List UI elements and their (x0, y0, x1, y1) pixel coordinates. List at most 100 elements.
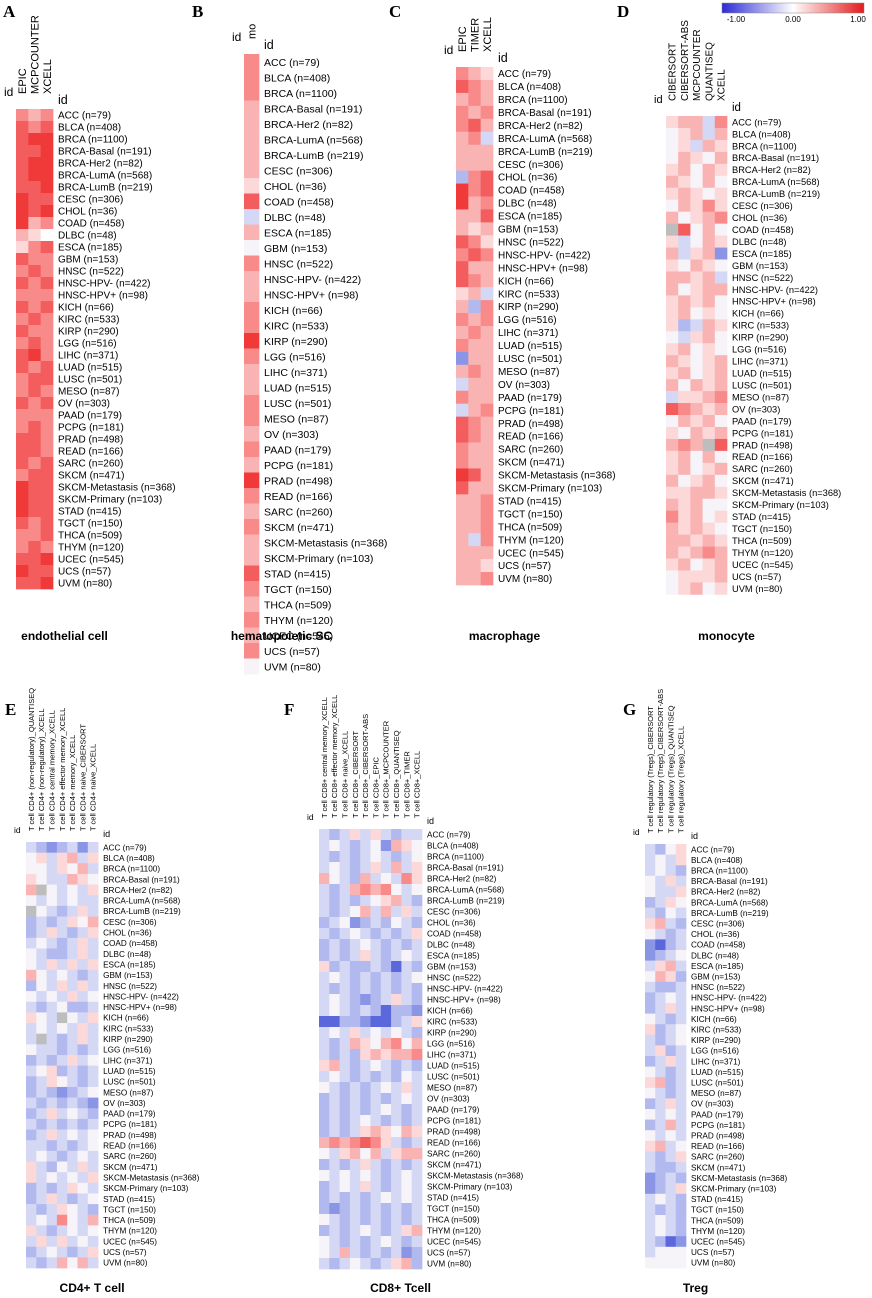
heatmap-cell (401, 1203, 413, 1215)
heatmap-cell (360, 1104, 371, 1116)
row-label-brca-luma-n-568: BRCA-LumA (n=568) (691, 898, 768, 907)
row-label-lgg-n-516: LGG (n=516) (691, 1047, 739, 1056)
heatmap-cell (339, 862, 351, 874)
heatmap-cell (468, 429, 482, 443)
heatmap-cell (678, 319, 691, 332)
heatmap-cell (67, 1257, 78, 1269)
heatmap-cell (339, 1170, 351, 1182)
row-label-brca-luma-n-568: BRCA-LumA (n=568) (498, 134, 592, 145)
heatmap-cell (67, 1023, 78, 1035)
heatmap-cell (666, 271, 679, 284)
heatmap-cell (401, 1016, 413, 1028)
heatmap-cell (480, 209, 494, 223)
heatmap-cell (36, 1065, 47, 1077)
row-label-luad-n-515: LUAD (n=515) (691, 1068, 744, 1077)
heatmap-cell (480, 274, 494, 288)
column-label-t-cell-cd4-naive-xcell: T cell CD4+ naive_XCELL (89, 744, 98, 831)
heatmap-cell (28, 409, 42, 422)
heatmap-cell (370, 1115, 382, 1127)
heatmap-cell (401, 1159, 413, 1171)
heatmap-cell (67, 937, 78, 949)
heatmap-cell (26, 991, 37, 1003)
heatmap-cell (678, 474, 691, 488)
heatmap-cell (56, 1236, 68, 1248)
heatmap-cell (244, 54, 260, 70)
heatmap-cell (655, 1003, 666, 1014)
heatmap-cell (339, 1082, 351, 1094)
heatmap-cell (349, 1258, 361, 1270)
heatmap-cell (46, 1182, 58, 1194)
heatmap-cell (690, 319, 703, 332)
row-label-paad-n-179: PAAD (n=179) (264, 445, 331, 457)
column-label-t-cell-cd8-mcpcounter: T cell CD8+_MCPCOUNTER (382, 720, 391, 818)
heatmap-cell (26, 863, 37, 875)
heatmap-cell (678, 582, 691, 595)
heatmap-cell (690, 295, 703, 308)
heatmap-cell (391, 1181, 402, 1193)
heatmap-cell (714, 271, 728, 284)
row-label-brca-n-1100: BRCA (n=1100) (58, 134, 128, 145)
heatmap-cell (401, 884, 413, 896)
heatmap-cell (655, 1193, 666, 1205)
heatmap-cell (16, 361, 29, 374)
heatmap-cell (244, 395, 260, 411)
heatmap-cell (349, 1071, 361, 1083)
row-label-coad-n-458: COAD (n=458) (732, 225, 794, 235)
heatmap-cell (46, 1097, 58, 1109)
heatmap-cell (665, 1236, 677, 1248)
heatmap-cell (339, 1258, 351, 1270)
heatmap-cell (675, 950, 687, 961)
row-label-thca-n-509: THCA (n=509) (103, 1216, 156, 1225)
row-label-prad-n-498: PRAD (n=498) (498, 419, 563, 430)
row-label-brca-lumb-n-219: BRCA-LumB (n=219) (427, 897, 505, 906)
row-label-kich-n-66: KICH (n=66) (264, 305, 323, 317)
heatmap-cell (666, 127, 679, 141)
heatmap-cell (411, 972, 423, 984)
heatmap-cell (480, 416, 494, 430)
heatmap-cell (380, 983, 392, 995)
heatmap-cell (360, 1126, 371, 1138)
row-label-lusc-n-501: LUSC (n=501) (691, 1078, 744, 1087)
heatmap-cell (87, 969, 99, 981)
column-label-t-cell-regulatory-tregs-cibersort-abs: T cell regulatory (Tregs)_CIBERSORT-ABS (656, 689, 665, 833)
heatmap-cell (380, 1093, 392, 1105)
row-label-uvm-n-80: UVM (n=80) (498, 574, 552, 585)
heatmap-cell (380, 1016, 392, 1028)
heatmap-cell (665, 875, 677, 887)
heatmap-cell (370, 895, 382, 907)
row-label-brca-n-1100: BRCA (n=1100) (264, 88, 337, 100)
heatmap-cell (391, 1038, 402, 1050)
heatmap-cell (665, 1183, 677, 1195)
heatmap-cell (714, 127, 728, 141)
heatmap-cell (468, 235, 482, 249)
heatmap-cell (28, 481, 42, 494)
heatmap-cell (319, 1225, 330, 1237)
heatmap-cell (26, 1108, 37, 1120)
heatmap-cell (380, 1170, 392, 1182)
heatmap-cell (655, 1066, 666, 1078)
heatmap-cell (391, 1258, 402, 1270)
row-label-gbm-n-153: GBM (n=153) (58, 254, 118, 265)
heatmap-cell (329, 906, 340, 918)
heatmap-cell (40, 193, 54, 206)
heatmap-cell (40, 397, 54, 410)
heatmap-cell (67, 1097, 78, 1109)
row-label-prad-n-498: PRAD (n=498) (427, 1128, 481, 1137)
heatmap-cell (391, 1082, 402, 1094)
heatmap-cell (36, 1033, 47, 1045)
heatmap-cell (391, 1236, 402, 1248)
heatmap-cell (87, 1118, 99, 1130)
heatmap-cell (690, 139, 703, 153)
heatmap-cell (380, 1192, 392, 1204)
heatmap-cell (665, 897, 677, 908)
heatmap-cell (456, 300, 469, 314)
heatmap-cell (678, 355, 691, 368)
heatmap-cell (678, 307, 691, 320)
heatmap-cell (370, 950, 382, 962)
heatmap-cell (380, 1005, 392, 1017)
heatmap-cell (666, 295, 679, 308)
heatmap-cell (401, 1115, 413, 1127)
row-label-meso-n-87: MESO (n=87) (58, 386, 119, 397)
heatmap-cell (411, 1225, 423, 1237)
heatmap-cell (702, 319, 716, 332)
